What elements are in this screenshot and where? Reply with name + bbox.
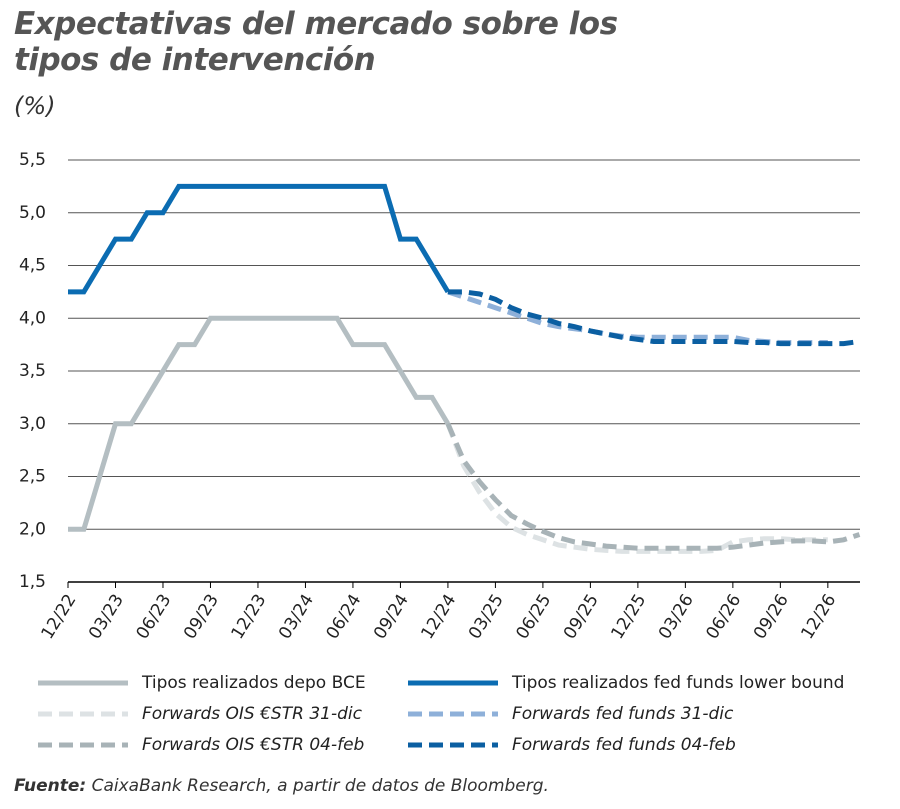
y-tick-label: 4,5 <box>19 256 46 276</box>
x-tick-label: 03/26 <box>655 591 698 643</box>
x-tick-label: 12/25 <box>607 591 650 643</box>
x-tick-label: 03/24 <box>275 591 318 643</box>
y-tick-label: 1,5 <box>19 572 46 592</box>
legend-label: Tipos realizados depo BCE <box>141 673 366 693</box>
y-tick-label: 3,0 <box>19 414 46 434</box>
x-tick-label: 03/23 <box>85 591 128 643</box>
x-tick-label: 09/23 <box>180 591 223 643</box>
x-tick-label: 03/25 <box>465 591 508 643</box>
x-tick-label: 09/24 <box>370 591 413 643</box>
y-tick-label: 3,5 <box>19 361 46 381</box>
x-tick-label: 12/24 <box>417 591 460 643</box>
y-tick-label: 4,0 <box>19 308 46 328</box>
chart-subtitle: (%) <box>14 92 56 120</box>
chart: 1,52,02,53,03,54,04,55,05,512/22 03/23 06/… <box>19 150 861 755</box>
y-tick-label: 2,0 <box>19 519 46 539</box>
legend-label: Forwards OIS €STR 31-dic <box>142 704 363 724</box>
series-line <box>68 183 451 295</box>
series-line <box>445 422 828 554</box>
x-tick-label: 06/26 <box>702 591 745 643</box>
chart-title: Expectativas del mercado sobre los tipos… <box>14 6 618 78</box>
legend-label: Forwards fed funds 04-feb <box>512 735 736 755</box>
legend-label: Tipos realizados fed funds lower bound <box>511 673 844 693</box>
x-tick-label: 12/22 <box>38 591 81 643</box>
x-tick-label: 06/25 <box>512 591 555 643</box>
series-line <box>447 289 860 347</box>
legend-label: Forwards OIS €STR 04-feb <box>142 735 364 755</box>
source-text: CaixaBank Research, a partir de datos de… <box>91 776 549 796</box>
legend-label: Forwards fed funds 31-dic <box>512 704 734 724</box>
y-tick-label: 5,5 <box>19 150 46 170</box>
source-note: Fuente: CaixaBank Research, a partir de … <box>14 776 549 796</box>
x-tick-label: 06/24 <box>322 591 365 643</box>
series-line <box>447 289 828 346</box>
series-line <box>445 422 861 551</box>
y-tick-label: 5,0 <box>19 203 46 223</box>
x-tick-label: 09/25 <box>560 591 603 643</box>
x-tick-label: 06/23 <box>133 591 176 643</box>
y-tick-label: 2,5 <box>19 467 46 487</box>
x-tick-label: 12/23 <box>228 591 271 643</box>
source-label: Fuente: <box>14 776 87 796</box>
x-tick-label: 12/26 <box>797 591 840 643</box>
series-line <box>68 315 451 532</box>
x-tick-label: 09/26 <box>750 591 793 643</box>
